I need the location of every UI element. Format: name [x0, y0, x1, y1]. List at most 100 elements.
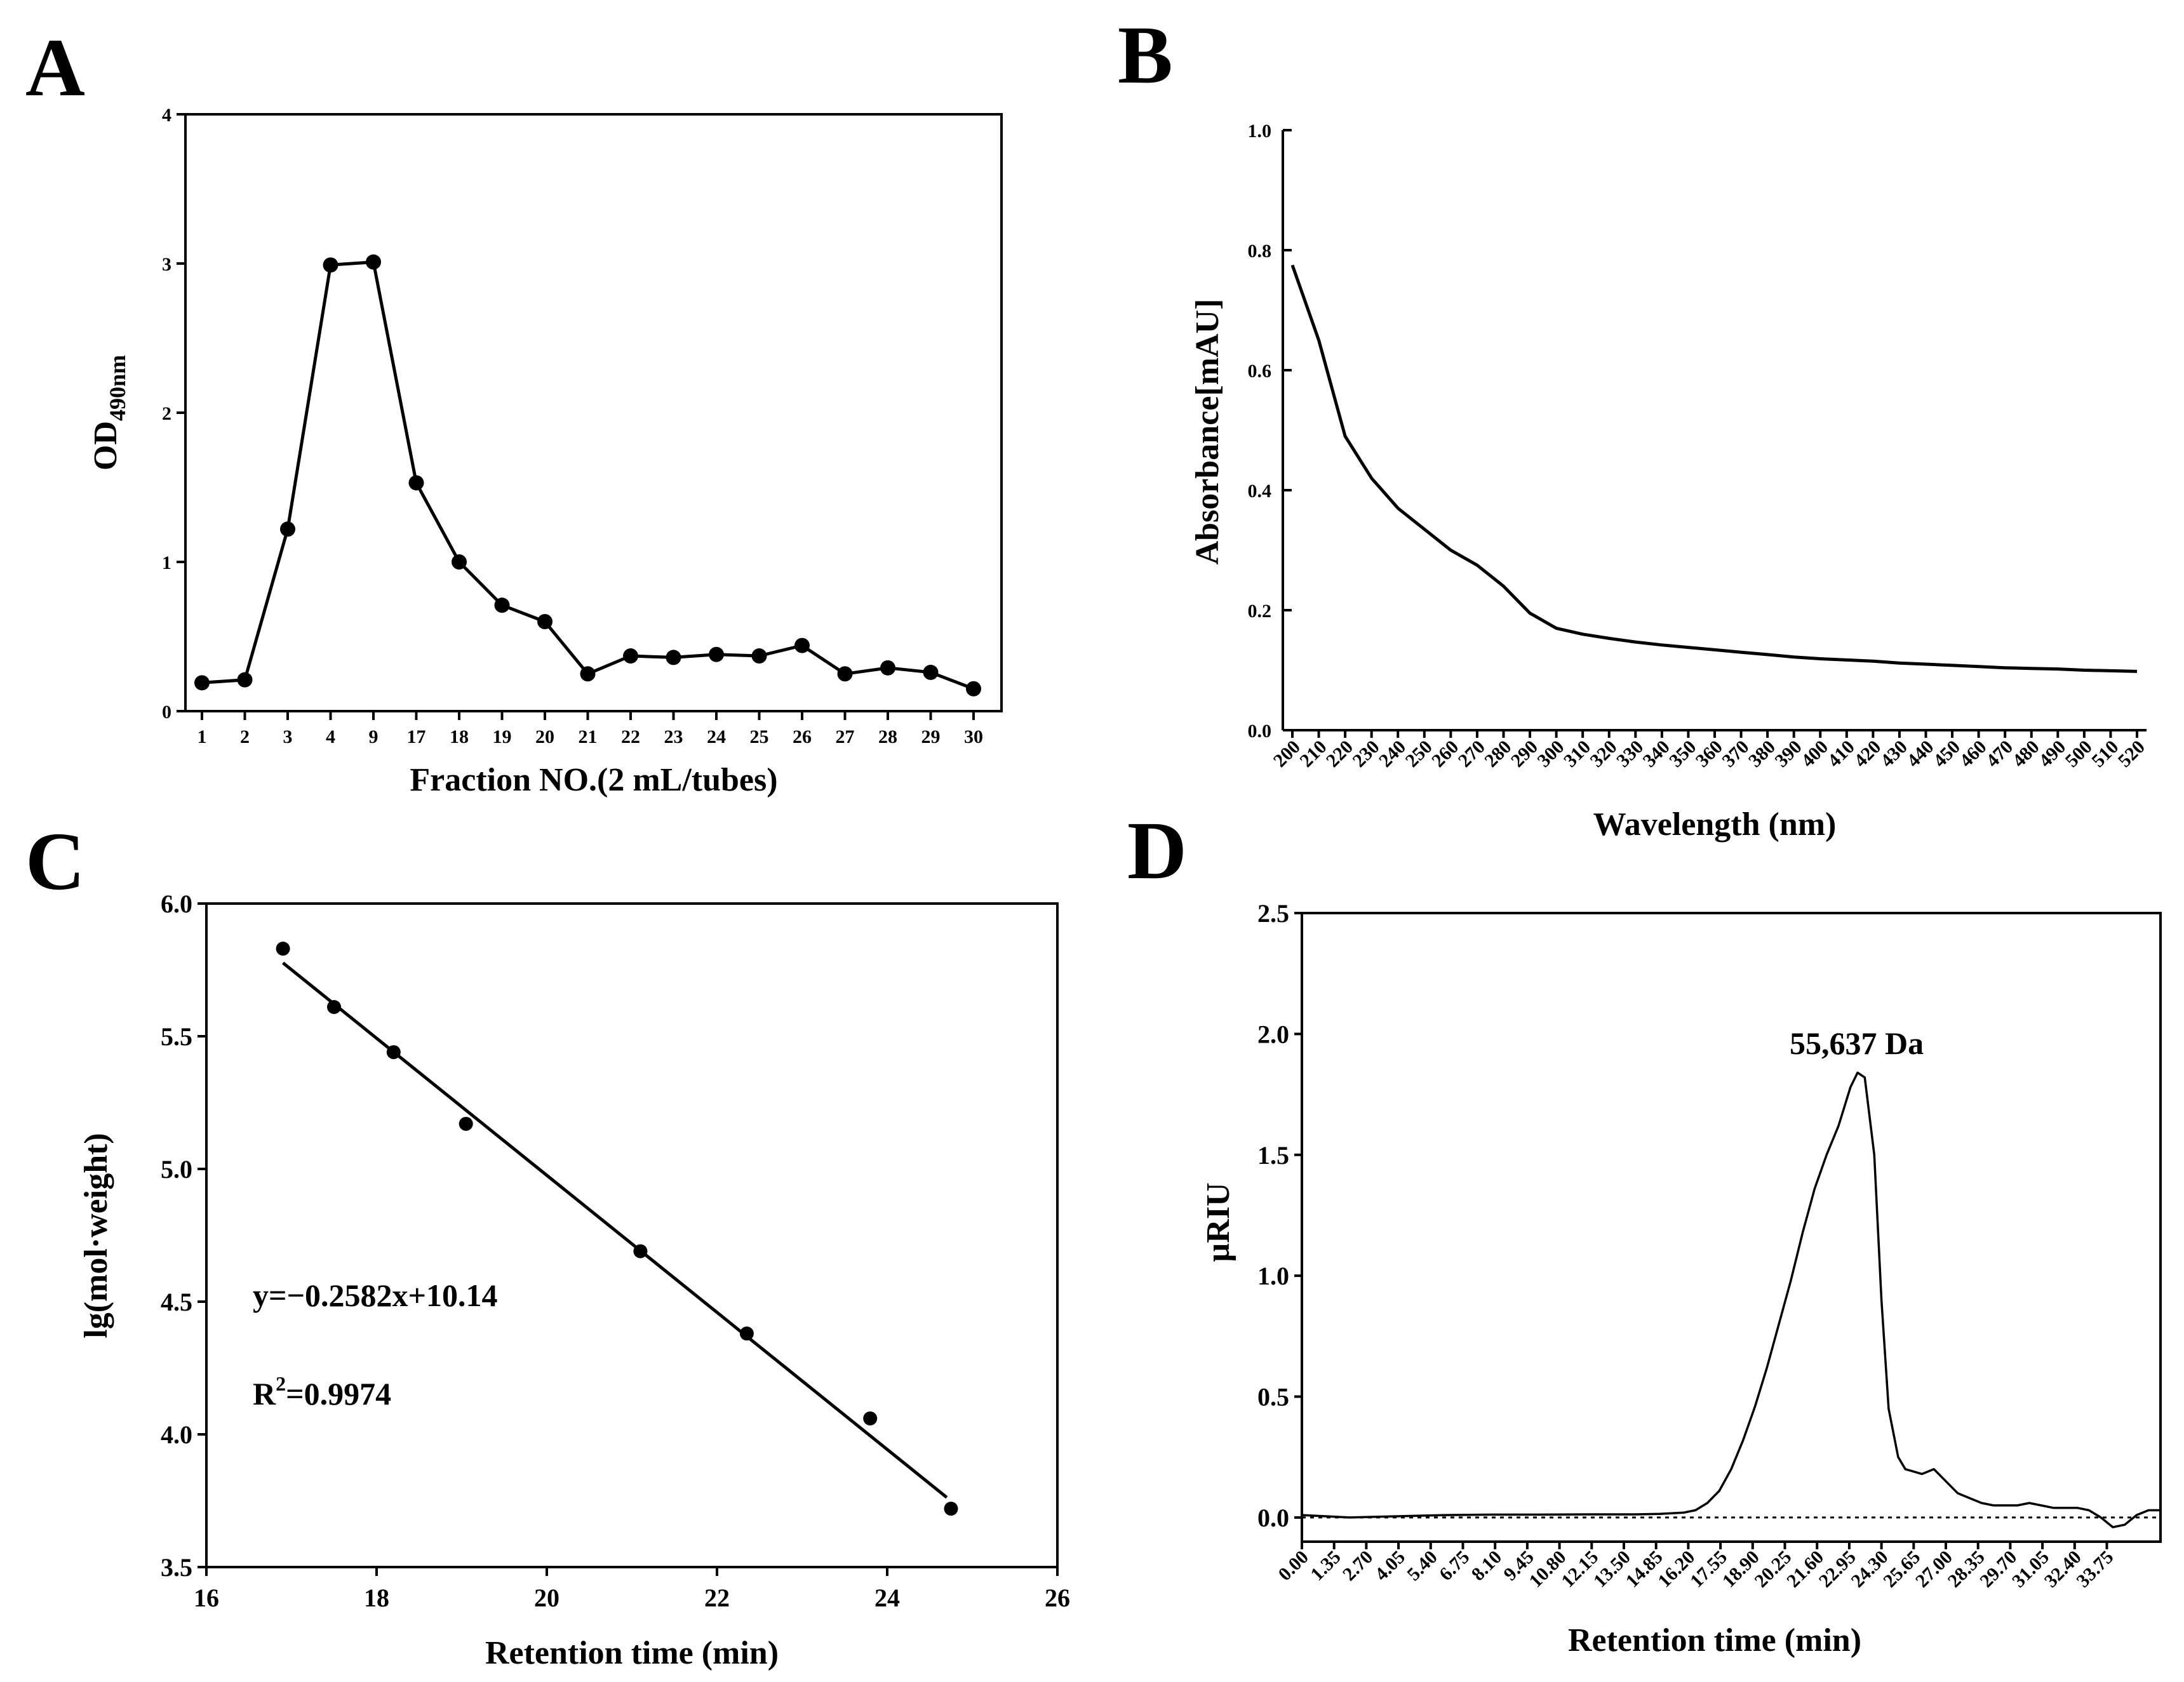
- panel-c-y-tick-label: 3.5: [161, 1553, 192, 1582]
- panel-a-y-tick-label: 1: [162, 552, 171, 573]
- panel-a-x-tick-label: 27: [836, 726, 855, 747]
- panel-b-y-axis-title: Absorbance[mAU]: [1189, 299, 1226, 565]
- panel-a-x-tick-label: 18: [450, 726, 469, 747]
- panel-c: C 3.5 4.0 4.5 5.0 5.5 6.0 16 18 20 22 24 26 y=−0.2…: [25, 816, 1070, 1671]
- panel-d-x-tick-label: 20.25: [1750, 1547, 1795, 1592]
- panel-a-y-axis-title-main: OD: [88, 421, 124, 471]
- panel-a-data-point: [237, 672, 253, 688]
- panel-d-x-tick-label: 2.70: [1339, 1547, 1377, 1585]
- panel-d-x-tick-label: 25.65: [1879, 1547, 1924, 1592]
- panel-d-x-tick-label: 28.35: [1944, 1547, 1989, 1592]
- panel-c-regression-line: [282, 961, 948, 1499]
- panel-a-x-tick-label: 19: [493, 726, 512, 747]
- panel-b-y-tick-label: 0.4: [1248, 481, 1272, 502]
- panel-c-data-point: [739, 1326, 754, 1341]
- panel-a-series-line: [201, 260, 974, 691]
- panel-a-data-point: [280, 521, 295, 537]
- panel-a-y-tick-label: 3: [162, 254, 171, 275]
- panel-c-data-point: [276, 942, 290, 956]
- panel-d-x-tick-label: 29.70: [1976, 1547, 2021, 1592]
- panel-c-data-point: [386, 1045, 401, 1060]
- panel-a-data-point: [966, 681, 981, 697]
- panel-d-x-tick-label: 1.35: [1306, 1547, 1344, 1585]
- panel-c-data-point: [633, 1244, 648, 1258]
- panel-a-x-tick-label: 21: [579, 726, 598, 747]
- panel-a-y-tick-label: 2: [162, 403, 171, 424]
- panel-c-y-tick-label: 6.0: [161, 890, 192, 918]
- panel-c-r-squared-sup: 2: [276, 1372, 286, 1395]
- panel-a-data-point: [323, 257, 338, 273]
- panel-c-x-tick-label: 20: [534, 1584, 559, 1612]
- panel-d-x-tick-label: 5.40: [1403, 1547, 1441, 1585]
- panel-c-y-tick-label: 5.5: [161, 1022, 192, 1051]
- panel-c-y-tick-label: 4.0: [161, 1420, 192, 1449]
- panel-a-data-point: [366, 254, 381, 270]
- panel-b: B 0.00.20.40.60.81.0 2002102202302402502…: [1118, 10, 2149, 843]
- panel-a-x-tick-label: 17: [407, 726, 426, 747]
- panel-d-x-tick-label: 0.00: [1274, 1547, 1312, 1585]
- panel-a-x-tick-label: 4: [326, 726, 335, 747]
- panel-a-x-tick-label: 22: [621, 726, 640, 747]
- panel-d-x-tick-label: 13.50: [1590, 1547, 1635, 1592]
- panel-a-data-point: [537, 614, 553, 629]
- panel-c-data-point: [863, 1411, 878, 1425]
- panel-c-data-point: [944, 1502, 958, 1516]
- panel-c-r-squared-main: R: [253, 1376, 276, 1412]
- panel-a-data-point: [194, 675, 210, 691]
- panel-d-y-tick-label: 2.5: [1257, 899, 1289, 928]
- panel-c-frame: [205, 902, 1059, 1568]
- panel-d-y-tick-label: 2.0: [1257, 1020, 1289, 1048]
- panel-d-x-axis-title: Retention time (min): [1568, 1622, 1861, 1659]
- panel-d-y-tick-label: 1.5: [1257, 1141, 1289, 1170]
- panel-a-data-point: [666, 650, 681, 665]
- panel-a-x-tick-label: 24: [707, 726, 726, 747]
- panel-d-peak-annotation: 55,637 Da: [1790, 1025, 1924, 1061]
- panel-d-y-tick-label: 0.5: [1257, 1383, 1289, 1412]
- panel-c-equation: y=−0.2582x+10.14: [253, 1278, 497, 1313]
- panel-c-data-point: [327, 1000, 341, 1015]
- panel-d-frame: [1301, 912, 2162, 1543]
- panel-d-y-tick-label: 1.0: [1257, 1262, 1289, 1290]
- panel-a-data-point: [880, 660, 895, 676]
- panel-c-y-tick-label: 5.0: [161, 1155, 192, 1184]
- panel-c-y-axis-title: lg(mol·weight): [78, 1133, 114, 1338]
- panel-b-absorbance-curve: [1290, 264, 2138, 673]
- panel-a-x-tick-label: 28: [878, 726, 897, 747]
- panel-a-data-point: [709, 646, 724, 662]
- panel-a-y-axis-title: OD490nm: [88, 355, 130, 471]
- panel-d-x-tick-label: 6.75: [1435, 1547, 1473, 1585]
- panel-d-x-tick-label: 33.75: [2072, 1547, 2117, 1592]
- panel-c-r-squared-value: =0.9974: [286, 1376, 391, 1412]
- panel-d-y-axis-title: µRIU: [1200, 1182, 1236, 1262]
- panel-d-chromatogram-trace: [1301, 1071, 2161, 1528]
- panel-b-y-tick-label: 1.0: [1248, 121, 1272, 142]
- panel-a-x-tick-label: 3: [283, 726, 293, 747]
- panel-d-x-tick-label: 4.05: [1371, 1547, 1409, 1585]
- panel-d: D 0.0 0.5 1.0 1.5 2.0 2.5 0.001.352.704.055.4…: [1127, 805, 2162, 1659]
- panel-label-b: B: [1118, 10, 1173, 101]
- panel-c-x-tick-label: 16: [194, 1584, 219, 1612]
- panel-a-data-point: [623, 648, 638, 664]
- panel-a-x-tick-label: 1: [198, 726, 207, 747]
- panel-b-y-tick-label: 0.0: [1248, 721, 1272, 742]
- panel-a-data-point: [494, 597, 510, 613]
- panel-d-x-tick-label: 10.80: [1525, 1547, 1570, 1592]
- panel-a-y-tick-label: 0: [162, 702, 171, 723]
- panel-b-x-tick-label: 520: [2114, 737, 2149, 771]
- panel-a-data-point: [751, 648, 767, 664]
- panel-c-x-tick-label: 18: [364, 1584, 389, 1612]
- panel-d-x-tick-label: 8.10: [1468, 1547, 1506, 1585]
- panel-a-x-tick-label: 25: [750, 726, 769, 747]
- panel-a-data-point: [452, 554, 467, 570]
- panel-d-x-tick-label: 32.40: [2040, 1547, 2086, 1592]
- panel-c-x-axis-title: Retention time (min): [485, 1635, 779, 1671]
- panel-c-y-tick-label: 4.5: [161, 1288, 192, 1316]
- panel-d-x-tick-label: 17.55: [1686, 1547, 1731, 1592]
- panel-a-data-point: [794, 637, 810, 653]
- panel-b-y-tick-label: 0.2: [1248, 601, 1272, 622]
- panel-d-x-tick-label: 24.30: [1847, 1547, 1892, 1592]
- panel-a-x-tick-label: 30: [964, 726, 983, 747]
- panel-d-x-tick-label: 27.00: [1912, 1547, 1957, 1592]
